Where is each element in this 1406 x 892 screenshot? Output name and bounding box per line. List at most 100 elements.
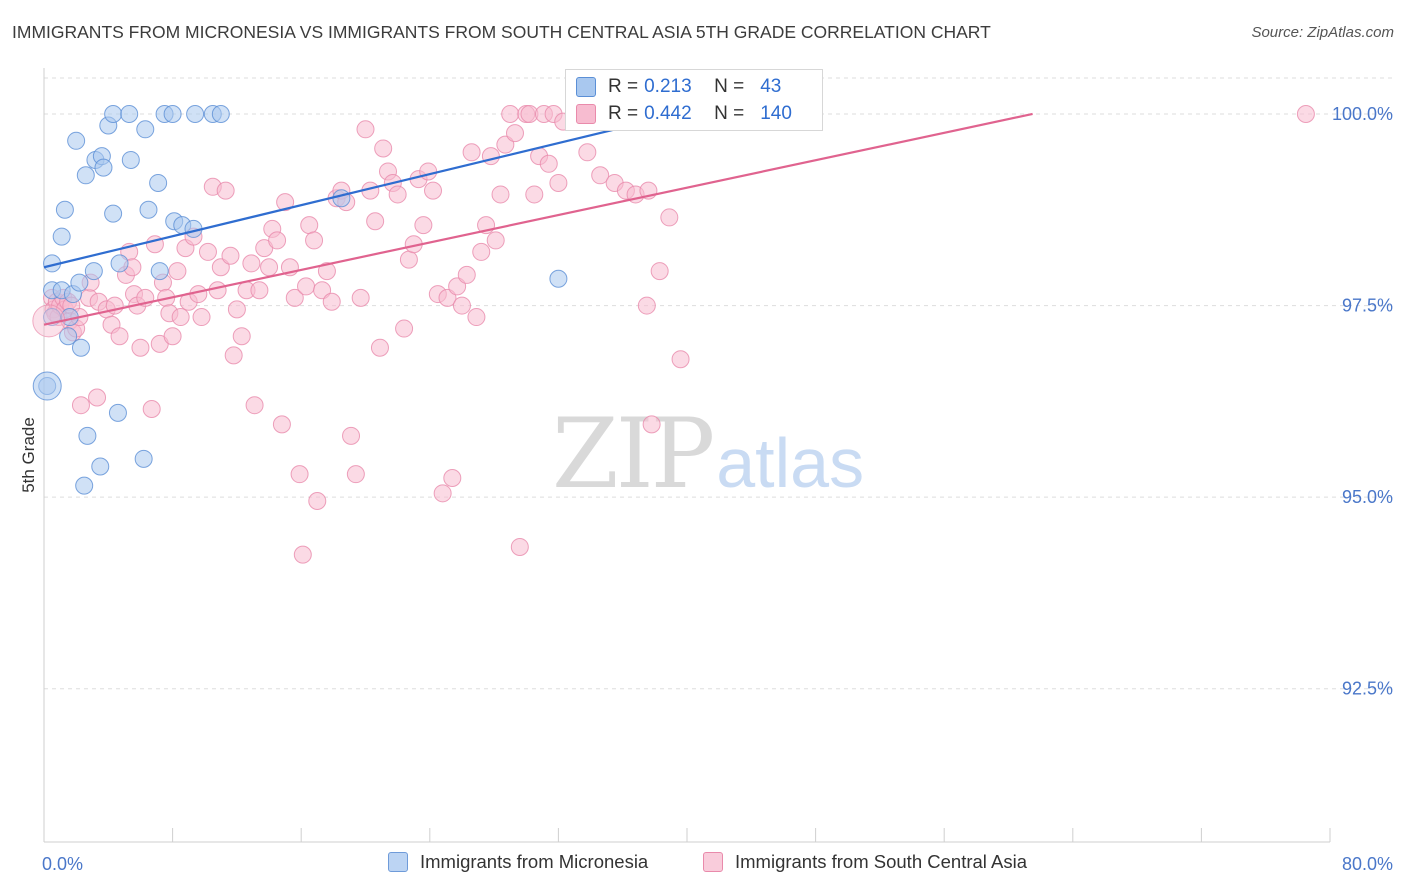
n-value: 43 [760,76,782,97]
point-south-central-asia [216,181,235,200]
point-south-central-asia [290,465,309,484]
point-micronesia [75,476,94,495]
point-south-central-asia [539,154,558,173]
point-south-central-asia [491,185,510,204]
point-south-central-asia [452,296,471,315]
tick-labels: 92.5% 95.0% 97.5% 100.0% [1332,104,1393,699]
point-south-central-asia [171,308,190,327]
point-south-central-asia [457,265,476,284]
series-legend: Immigrants from Micronesia Immigrants fr… [0,851,1406,879]
point-micronesia [121,150,140,169]
point-south-central-asia [163,327,182,346]
watermark-zip: ZIP [552,398,715,510]
point-south-central-asia [443,468,462,487]
point-south-central-asia [388,185,407,204]
data-points [32,104,1315,564]
point-south-central-asia [650,262,669,281]
point-south-central-asia [424,181,443,200]
stats-row-south-central-asia: R = 0.442 N = 140 [576,101,792,127]
trend-line-micronesia [43,112,680,269]
point-south-central-asia [224,346,243,365]
point-south-central-asia [525,185,544,204]
point-south-central-asia [637,296,656,315]
point-micronesia [104,204,123,223]
legend-swatch-south-central-asia [576,104,596,124]
legend-swatch-south-central-asia [703,852,723,872]
r-label: R = [608,103,639,124]
trend-line-south-central-asia [43,112,1033,326]
point-south-central-asia [305,231,324,250]
point-south-central-asia [346,465,365,484]
r-label: R = [608,76,639,97]
point-south-central-asia [642,415,661,434]
point-south-central-asia [462,143,481,162]
point-south-central-asia [467,308,486,327]
point-micronesia [139,200,158,219]
point-south-central-asia [505,124,524,143]
point-south-central-asia [549,173,568,192]
point-south-central-asia [370,338,389,357]
r-value: 0.442 [644,103,692,124]
point-micronesia [70,273,89,292]
point-micronesia [134,449,153,468]
point-micronesia [136,120,155,139]
point-south-central-asia [260,258,279,277]
point-south-central-asia [142,400,161,419]
point-micronesia-large [32,371,62,401]
point-south-central-asia [232,327,251,346]
point-south-central-asia [276,193,295,212]
point-micronesia [120,104,139,123]
point-micronesia [186,104,205,123]
point-micronesia [211,104,230,123]
legend-item-south-central-asia[interactable]: Immigrants from South Central Asia [703,851,1027,873]
y-tick-label: 97.5% [1342,296,1393,316]
point-south-central-asia [110,327,129,346]
x-tick-label-max: 80.0% [1342,854,1393,874]
point-south-central-asia [268,231,287,250]
point-south-central-asia [88,388,107,407]
point-south-central-asia [192,308,211,327]
point-south-central-asia [317,262,336,281]
y-axis-title: 5th Grade [19,417,38,493]
point-south-central-asia [591,166,610,185]
n-label: N = [714,76,745,97]
point-south-central-asia [227,300,246,319]
point-south-central-asia [300,216,319,235]
point-south-central-asia [272,415,291,434]
point-south-central-asia [472,242,491,261]
point-micronesia [91,457,110,476]
point-south-central-asia [308,491,327,510]
point-south-central-asia [578,143,597,162]
point-micronesia [55,200,74,219]
n-value: 140 [760,103,792,124]
point-south-central-asia [501,104,520,123]
legend-swatch-micronesia [388,852,408,872]
n-label: N = [714,103,745,124]
point-micronesia [52,227,71,246]
point-south-central-asia [297,277,316,296]
point-south-central-asia [208,281,227,300]
chart-title: IMMIGRANTS FROM MICRONESIA VS IMMIGRANTS… [12,22,991,42]
point-micronesia [108,403,127,422]
r-value: 0.213 [644,76,692,97]
x-tick-label-min: 0.0% [42,854,83,874]
point-micronesia [150,262,169,281]
legend-swatch-micronesia [576,77,596,97]
point-south-central-asia [221,246,240,265]
point-micronesia [94,158,113,177]
point-south-central-asia [242,254,261,273]
point-micronesia [71,338,90,357]
point-south-central-asia [131,338,150,357]
y-tick-label: 100.0% [1332,104,1393,124]
point-south-central-asia [71,396,90,415]
point-south-central-asia [293,545,312,564]
watermark-atlas: atlas [716,424,865,502]
y-tick-label: 92.5% [1342,679,1393,699]
point-south-central-asia [486,231,505,250]
point-south-central-asia [313,281,332,300]
point-south-central-asia [366,212,385,231]
legend-item-micronesia[interactable]: Immigrants from Micronesia [388,851,648,873]
point-south-central-asia [510,537,529,556]
axes [43,68,1331,843]
